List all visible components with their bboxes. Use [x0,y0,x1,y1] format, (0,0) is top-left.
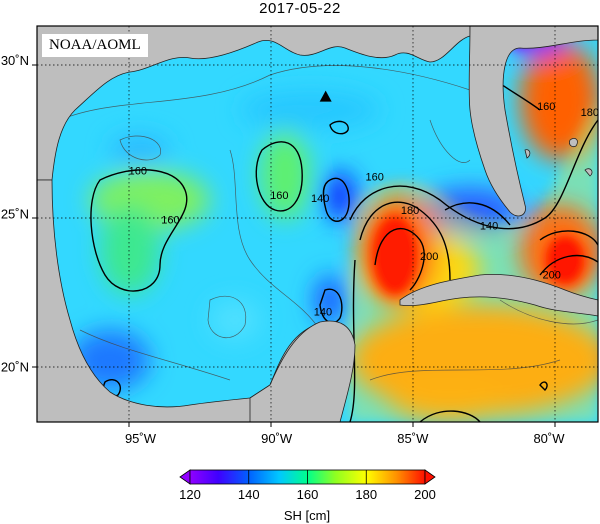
colorbar-tick-label: 180 [355,487,377,502]
colorbar-label: SH [cm] [284,508,330,523]
contour-label: 180 [581,107,599,119]
contour-label: 160 [129,165,147,177]
colorbar-tick-label: 160 [297,487,319,502]
latitude-tick-labels: 20˚N 25˚N 30˚N [1,53,29,375]
contour-label: 140 [311,193,329,205]
lon-tick-label: 85˚W [397,431,429,446]
colorbar: 120 140 160 180 200 SH [cm] [179,469,436,523]
credit-label: NOAA/AOML [42,34,148,57]
contour-label: 180 [401,205,419,217]
longitude-tick-labels: 95˚W 90˚W 85˚W 80˚W [125,431,565,446]
contour-label: 140 [480,221,498,233]
land-masses [36,25,599,423]
colorbar-tick-label: 200 [414,487,436,502]
graticule [37,26,598,422]
lat-tick-label: 20˚N [1,360,29,375]
map-title: 2017-05-22 [259,0,341,17]
lat-tick-label: 25˚N [1,206,29,221]
lon-tick-label: 90˚W [261,431,293,446]
contour-label: 160 [161,214,179,226]
contour-label: 200 [420,251,438,263]
contour-label: 160 [537,101,555,113]
contour-label: 200 [543,270,561,282]
contour-label: 160 [270,190,288,202]
station-marker-icon [319,90,332,102]
lon-tick-label: 80˚W [533,431,565,446]
lon-tick-label: 95˚W [125,431,157,446]
lat-tick-label: 30˚N [1,53,29,68]
colorbar-tick-label: 140 [238,487,260,502]
contour-label: 160 [366,171,384,183]
contour-labels: 160 160 160 140 160 180 200 140 160 180 200 140 [129,101,599,319]
colorbar-high-extend [424,469,436,485]
contour-label: 140 [314,306,332,318]
colorbar-tick-label: 120 [179,487,201,502]
colorbar-low-extend [179,469,191,485]
plot-frame [36,25,599,423]
